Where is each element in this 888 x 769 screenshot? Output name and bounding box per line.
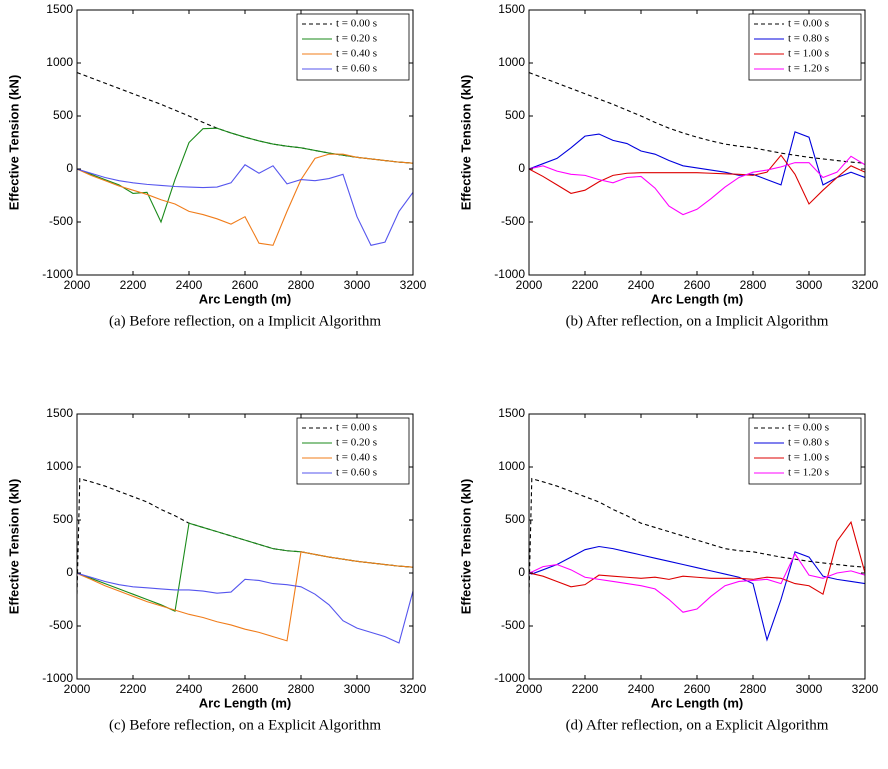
- x-axis-label: Arc Length (m): [651, 695, 743, 710]
- y-tick-label: -1000: [494, 671, 525, 685]
- x-tick-label: 2400: [628, 682, 655, 696]
- x-tick-label: 2000: [64, 682, 91, 696]
- y-tick-label: -1000: [42, 267, 73, 281]
- y-tick-label: -500: [501, 618, 525, 632]
- data-line: [529, 552, 865, 613]
- legend-label: t = 0.40 s: [336, 452, 377, 464]
- x-tick-label: 3200: [852, 278, 879, 292]
- x-tick-label: 2200: [572, 278, 599, 292]
- x-tick-label: 3000: [796, 682, 823, 696]
- x-tick-label: 2800: [288, 682, 315, 696]
- x-tick-label: 2400: [176, 682, 203, 696]
- legend-label: t = 0.00 s: [788, 422, 829, 434]
- legend-label: t = 0.00 s: [336, 422, 377, 434]
- x-axis-label: Arc Length (m): [199, 291, 291, 306]
- data-line: [529, 155, 865, 216]
- caption: (b) After reflection, on a Implicit Algo…: [566, 313, 829, 329]
- x-tick-label: 2800: [288, 278, 315, 292]
- legend-label: t = 0.60 s: [336, 467, 377, 479]
- y-tick-label: 0: [66, 161, 73, 175]
- x-tick-label: 3200: [852, 682, 879, 696]
- data-line: [77, 572, 413, 644]
- y-tick-label: -500: [49, 618, 73, 632]
- y-tick-label: 1500: [46, 2, 73, 16]
- y-tick-label: 500: [505, 512, 525, 526]
- y-tick-label: 500: [53, 108, 73, 122]
- y-tick-label: 1000: [498, 459, 525, 473]
- x-tick-label: 2400: [628, 278, 655, 292]
- legend-label: t = 1.20 s: [788, 63, 829, 75]
- axes-box: [528, 413, 866, 680]
- axes-box: [76, 9, 414, 276]
- legend-box: [748, 13, 862, 81]
- x-tick-label: 2200: [120, 682, 147, 696]
- x-tick-label: 2200: [572, 682, 599, 696]
- x-tick-label: 3000: [344, 278, 371, 292]
- x-axis-label: Arc Length (m): [651, 291, 743, 306]
- axes-box: [528, 9, 866, 276]
- x-tick-label: 3000: [344, 682, 371, 696]
- data-line: [529, 131, 865, 186]
- x-tick-label: 2400: [176, 278, 203, 292]
- x-tick-label: 2600: [232, 278, 259, 292]
- y-axis-label: Effective Tension (kN): [6, 479, 21, 615]
- caption: (d) After reflection, on a Explicit Algo…: [566, 717, 829, 733]
- y-axis-label: Effective Tension (kN): [458, 75, 473, 211]
- y-tick-label: 0: [66, 565, 73, 579]
- x-tick-label: 3200: [400, 278, 427, 292]
- y-tick-label: 1000: [46, 55, 73, 69]
- x-tick-label: 2000: [64, 278, 91, 292]
- y-axis-label: Effective Tension (kN): [6, 75, 21, 211]
- data-line: [529, 72, 865, 164]
- legend-label: t = 0.80 s: [788, 437, 829, 449]
- legend-label: t = 1.00 s: [788, 452, 829, 464]
- x-tick-label: 2600: [232, 682, 259, 696]
- legend-label: t = 0.80 s: [788, 33, 829, 45]
- x-tick-label: 3200: [400, 682, 427, 696]
- x-tick-label: 2800: [740, 682, 767, 696]
- y-tick-label: 1500: [498, 2, 525, 16]
- legend-label: t = 0.00 s: [336, 18, 377, 30]
- data-line: [77, 153, 413, 246]
- y-tick-label: 0: [518, 161, 525, 175]
- legend-label: t = 0.00 s: [788, 18, 829, 30]
- y-tick-label: -1000: [42, 671, 73, 685]
- y-tick-label: 0: [518, 565, 525, 579]
- y-tick-label: 1000: [46, 459, 73, 473]
- x-tick-label: 2000: [516, 278, 543, 292]
- legend-label: t = 1.00 s: [788, 48, 829, 60]
- legend-label: t = 1.20 s: [788, 467, 829, 479]
- axes-box: [76, 413, 414, 680]
- y-tick-label: 1000: [498, 55, 525, 69]
- y-tick-label: -500: [501, 214, 525, 228]
- data-line: [529, 545, 865, 642]
- data-line: [529, 154, 865, 205]
- data-line: [529, 520, 865, 596]
- x-tick-label: 2200: [120, 278, 147, 292]
- y-tick-label: 1500: [46, 406, 73, 420]
- x-axis-label: Arc Length (m): [199, 695, 291, 710]
- data-line: [77, 551, 413, 642]
- x-tick-label: 2600: [684, 682, 711, 696]
- legend-label: t = 0.20 s: [336, 33, 377, 45]
- y-axis-label: Effective Tension (kN): [458, 479, 473, 615]
- data-line: [77, 164, 413, 246]
- legend-box: [748, 417, 862, 485]
- x-tick-label: 2000: [516, 682, 543, 696]
- y-tick-label: 500: [53, 512, 73, 526]
- y-tick-label: -500: [49, 214, 73, 228]
- legend-label: t = 0.60 s: [336, 63, 377, 75]
- x-tick-label: 2800: [740, 278, 767, 292]
- legend-label: t = 0.40 s: [336, 48, 377, 60]
- x-tick-label: 2600: [684, 278, 711, 292]
- y-tick-label: -1000: [494, 267, 525, 281]
- x-tick-label: 3000: [796, 278, 823, 292]
- y-tick-label: 1500: [498, 406, 525, 420]
- caption: (a) Before reflection, on a Implicit Alg…: [109, 313, 381, 329]
- legend-label: t = 0.20 s: [336, 437, 377, 449]
- caption: (c) Before reflection, on a Explicit Alg…: [109, 717, 381, 733]
- y-tick-label: 500: [505, 108, 525, 122]
